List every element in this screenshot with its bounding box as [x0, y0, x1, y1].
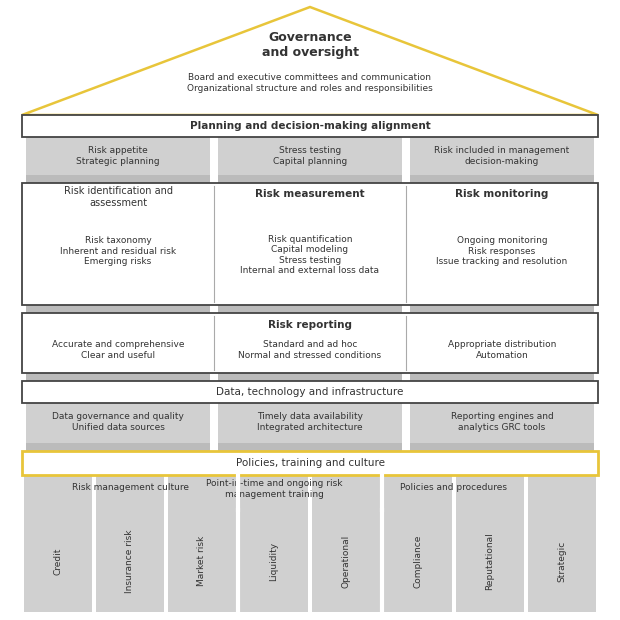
Text: Reporting engines and
analytics GRC tools: Reporting engines and analytics GRC tool…	[451, 412, 554, 432]
Bar	[410, 373, 594, 381]
Text: Policies, training and culture: Policies, training and culture	[236, 458, 384, 468]
Bar	[218, 373, 402, 381]
Text: Board and executive committees and communication
Organizational structure and ro: Board and executive committees and commu…	[187, 73, 433, 93]
Bar	[22, 451, 598, 475]
Bar	[22, 115, 598, 137]
Bar	[312, 510, 380, 612]
Bar	[22, 183, 598, 305]
Text: Planning and decision-making alignment: Planning and decision-making alignment	[190, 121, 430, 131]
Bar	[240, 473, 308, 510]
Bar	[312, 473, 380, 510]
Text: Liquidity: Liquidity	[270, 541, 278, 580]
Text: Risk measurement: Risk measurement	[255, 189, 365, 199]
Bar	[218, 401, 402, 443]
Text: Ongoing monitoring
Risk responses
Issue tracking and resolution: Ongoing monitoring Risk responses Issue …	[436, 236, 568, 266]
Bar	[384, 473, 452, 510]
Text: Accurate and comprehensive
Clear and useful: Accurate and comprehensive Clear and use…	[51, 340, 184, 360]
Bar	[528, 510, 596, 612]
Text: Risk management culture: Risk management culture	[71, 482, 188, 492]
Text: Compliance: Compliance	[414, 534, 422, 588]
Text: Data governance and quality
Unified data sources: Data governance and quality Unified data…	[52, 412, 184, 432]
Text: Point-in-time and ongoing risk
management training: Point-in-time and ongoing risk managemen…	[206, 479, 342, 498]
Bar	[26, 175, 210, 183]
Text: Stress testing
Capital planning: Stress testing Capital planning	[273, 146, 347, 166]
Text: Risk included in management
decision-making: Risk included in management decision-mak…	[435, 146, 570, 166]
Bar	[528, 473, 596, 510]
Text: Risk reporting: Risk reporting	[268, 320, 352, 330]
Text: Risk taxonomy
Inherent and residual risk
Emerging risks: Risk taxonomy Inherent and residual risk…	[60, 236, 176, 266]
Text: Policies and procedures: Policies and procedures	[401, 482, 508, 492]
Text: Timely data availability
Integrated architecture: Timely data availability Integrated arch…	[257, 412, 363, 432]
Text: Appropriate distribution
Automation: Appropriate distribution Automation	[448, 340, 556, 360]
Text: Insurance risk: Insurance risk	[125, 529, 135, 593]
Bar	[410, 137, 594, 175]
Text: Governance
and oversight: Governance and oversight	[262, 31, 358, 59]
Text: Market risk: Market risk	[198, 536, 206, 586]
Bar	[24, 473, 92, 510]
Bar	[26, 401, 210, 443]
Bar	[26, 137, 210, 175]
Bar	[456, 510, 524, 612]
Text: Data, technology and infrastructure: Data, technology and infrastructure	[216, 387, 404, 397]
Bar	[168, 473, 236, 510]
Bar	[96, 510, 164, 612]
Bar	[410, 305, 594, 313]
Text: Reputational: Reputational	[485, 532, 495, 590]
Bar	[22, 313, 598, 373]
Text: Risk monitoring: Risk monitoring	[455, 189, 549, 199]
Bar	[168, 510, 236, 612]
Bar	[24, 510, 92, 612]
Text: Strategic: Strategic	[557, 541, 567, 582]
Bar	[96, 473, 164, 510]
Bar	[218, 305, 402, 313]
Bar	[26, 305, 210, 313]
Bar	[26, 373, 210, 381]
Bar	[240, 510, 308, 612]
Bar	[384, 510, 452, 612]
Bar	[410, 401, 594, 443]
Bar	[410, 443, 594, 451]
Bar	[218, 175, 402, 183]
Text: Risk appetite
Strategic planning: Risk appetite Strategic planning	[76, 146, 160, 166]
Text: Risk identification and
assessment: Risk identification and assessment	[63, 186, 172, 208]
Bar	[218, 137, 402, 175]
Text: Credit: Credit	[53, 547, 63, 575]
Text: Operational: Operational	[342, 534, 350, 588]
Bar	[22, 381, 598, 403]
Bar	[456, 473, 524, 510]
Bar	[410, 175, 594, 183]
Bar	[218, 443, 402, 451]
Bar	[26, 443, 210, 451]
Text: Risk quantification
Capital modeling
Stress testing
Internal and external loss d: Risk quantification Capital modeling Str…	[241, 235, 379, 275]
Text: Standard and ad hoc
Normal and stressed conditions: Standard and ad hoc Normal and stressed …	[239, 340, 381, 360]
